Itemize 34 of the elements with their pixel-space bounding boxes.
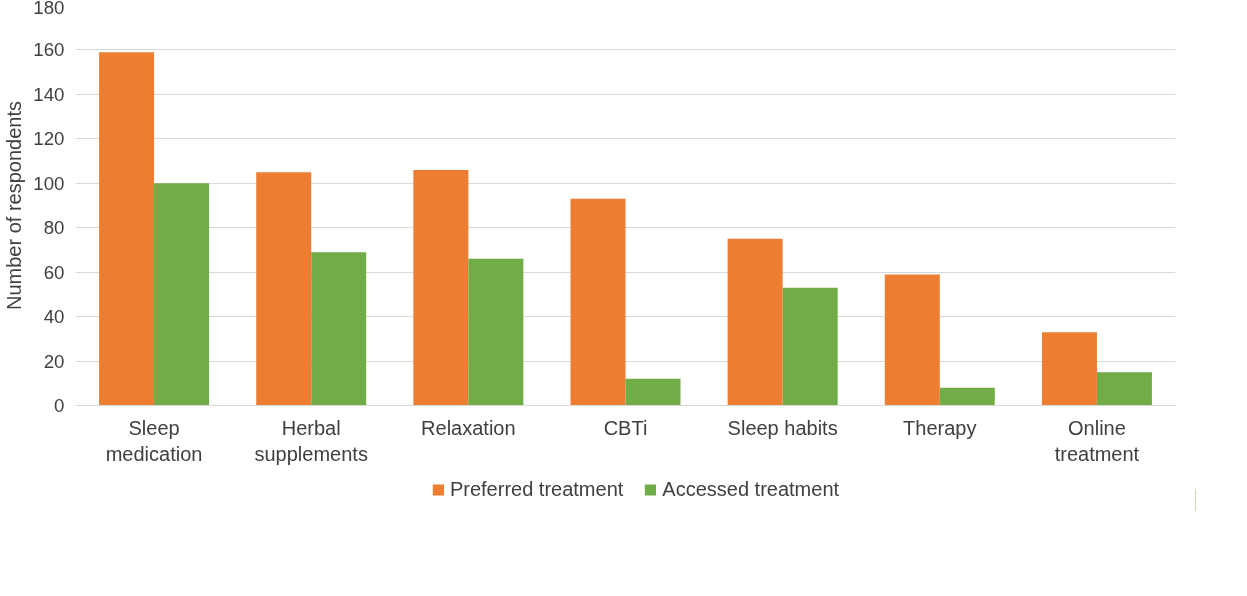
y-tick-label: 0	[54, 395, 65, 416]
legend-label: Accessed treatment	[662, 477, 840, 501]
bar	[939, 387, 995, 406]
legend-label: Preferred treatment	[449, 477, 624, 501]
x-tick-label: CBTi	[603, 416, 648, 439]
x-tick-label: Online treatment	[1054, 416, 1140, 465]
bar	[625, 378, 681, 406]
bar	[468, 258, 524, 406]
y-tick-label: 140	[33, 83, 65, 105]
x-tick-label: Relaxation	[421, 416, 516, 439]
bar	[782, 287, 838, 406]
x-tick-label: Sleep medication	[105, 416, 203, 465]
bar	[311, 252, 367, 406]
bar	[154, 183, 210, 406]
bar	[1041, 332, 1097, 406]
bar	[99, 52, 155, 406]
y-tick-label: 160	[33, 39, 65, 61]
y-axis-title: Number of respondents	[3, 100, 26, 310]
bar	[413, 169, 469, 406]
bar	[884, 274, 940, 406]
bar	[727, 238, 783, 406]
bar	[570, 198, 626, 406]
y-tick-label: 40	[43, 306, 65, 328]
y-tick-label: 180	[33, 0, 65, 18]
y-tick-label: 120	[33, 128, 65, 150]
bar	[256, 172, 312, 406]
y-tick-label: 60	[43, 261, 65, 283]
x-tick-label: Sleep habits	[727, 416, 838, 439]
x-tick-label: Therapy	[903, 416, 977, 439]
y-tick-label: 100	[33, 172, 65, 194]
y-tick-label: 20	[43, 350, 65, 372]
y-tick-label: 80	[43, 217, 65, 239]
bar	[1096, 372, 1152, 406]
x-tick-label: Herbal supplements	[254, 416, 368, 465]
